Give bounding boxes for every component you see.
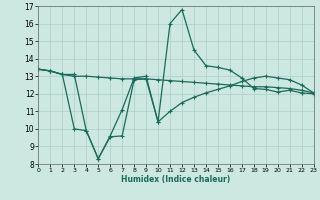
X-axis label: Humidex (Indice chaleur): Humidex (Indice chaleur)	[121, 175, 231, 184]
